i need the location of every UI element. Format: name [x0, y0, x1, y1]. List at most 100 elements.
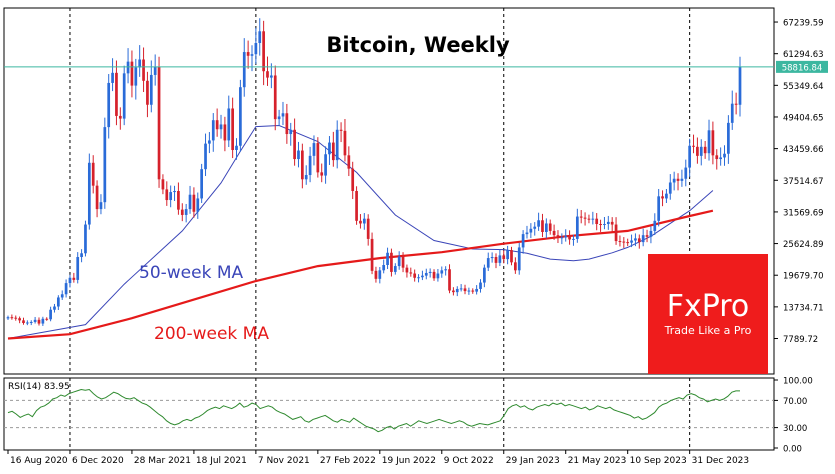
candle-body-down	[370, 238, 374, 271]
candle-body-down	[18, 318, 21, 321]
time-tick-label: 16 Aug 2020	[10, 456, 68, 466]
candle-body-down	[692, 145, 695, 147]
candle-body-down	[72, 277, 76, 280]
candle-body-down	[14, 317, 18, 319]
candle-body-up	[719, 157, 722, 160]
candle-body-up	[738, 66, 742, 105]
candle-body-down	[696, 146, 699, 156]
candle-body-down	[293, 129, 296, 160]
candle-body-down	[351, 168, 355, 191]
candle-body-down	[146, 80, 149, 105]
time-tick-label: 28 Mar 2021	[134, 456, 191, 466]
candle-body-down	[45, 318, 49, 320]
candle-body-up	[56, 297, 60, 307]
time-tick-label: 18 Jul 2021	[196, 456, 247, 466]
candle-body-down	[231, 108, 234, 151]
candle-body-down	[374, 270, 378, 279]
candle-body-down	[215, 120, 219, 130]
candle-body-up	[475, 288, 478, 292]
candle-body-up	[649, 230, 653, 237]
candle-body-up	[60, 294, 64, 298]
candle-body-down	[514, 262, 517, 271]
current-price-box	[776, 60, 828, 73]
candle-body-down	[285, 113, 289, 135]
candle-body-up	[304, 175, 308, 180]
candle-body-down	[448, 269, 451, 291]
candle-body-up	[440, 270, 444, 274]
candle-body-up	[250, 54, 254, 56]
candle-body-down	[331, 142, 335, 161]
candle-body-down	[583, 217, 587, 219]
candle-body-up	[428, 271, 432, 273]
candle-body-down	[37, 319, 41, 324]
candle-body-up	[529, 228, 533, 233]
candle-body-up	[680, 178, 684, 181]
candle-body-up	[483, 267, 486, 283]
candle-body-up	[242, 52, 246, 88]
candle-body-up	[653, 220, 657, 231]
candle-body-up	[169, 192, 173, 201]
candle-body-up	[397, 256, 401, 267]
candle-body-up	[239, 87, 242, 146]
candle-body-up	[76, 257, 80, 280]
candle-body-up	[87, 162, 91, 225]
candle-body-up	[672, 178, 676, 183]
candle-body-up	[281, 113, 285, 117]
candle-body-down	[618, 241, 622, 243]
fxpro-brand-text: FxPro	[667, 289, 750, 324]
candle-body-up	[277, 116, 281, 120]
candle-body-up	[382, 264, 386, 271]
candle-body-down	[599, 224, 602, 226]
time-tick-label: 6 Dec 2020	[72, 456, 124, 466]
candle-body-up	[312, 143, 316, 156]
candle-body-up	[533, 226, 537, 229]
candle-body-up	[254, 43, 258, 55]
candle-body-up	[665, 193, 668, 199]
candle-body-up	[564, 235, 568, 238]
annotation-50-week-ma: 50-week MA	[139, 263, 244, 283]
rsi-indicator: 100.00 70.00 30.00 0.00	[4, 377, 813, 455]
time-tick-label: 31 Dec 2023	[692, 456, 750, 466]
candle-body-up	[270, 75, 273, 78]
candle-body-up	[33, 319, 37, 322]
candle-body-up	[84, 224, 87, 254]
candle-body-up	[436, 273, 440, 279]
candle-body-up	[111, 72, 114, 83]
candle-body-down	[366, 218, 370, 239]
candle-body-up	[668, 182, 672, 194]
fxpro-logo: FxPro Trade Like a Pro	[648, 254, 768, 374]
candle-body-down	[676, 178, 680, 181]
candle-body-down	[359, 220, 362, 224]
price-tick-label: 19679.70	[783, 272, 824, 282]
candle-body-up	[727, 122, 730, 154]
candle-body-up	[335, 129, 339, 161]
price-tick-label: 13734.71	[783, 303, 824, 313]
period-separators	[69, 8, 691, 450]
candle-body-up	[211, 120, 215, 141]
rsi-tick-label: 0.00	[783, 445, 802, 455]
candle-body-up	[630, 240, 633, 243]
candle-body-down	[177, 191, 180, 210]
rsi-tick-label: 100.00	[783, 377, 813, 387]
annotation-200-week-ma: 200-week MA	[154, 324, 269, 344]
candle-body-down	[142, 59, 145, 81]
candle-body-down	[95, 185, 99, 210]
candle-body-down	[273, 75, 277, 120]
candle-body-up	[730, 103, 734, 123]
rsi-tick-label: 30.00	[783, 424, 807, 434]
candle-body-up	[699, 146, 703, 156]
candle-body-down	[115, 72, 118, 116]
candle-body-down	[614, 224, 618, 242]
candle-body-down	[502, 255, 506, 260]
candle-body-up	[122, 73, 126, 119]
fxpro-slogan-text: Trade Like a Pro	[664, 324, 752, 337]
rsi-line	[7, 388, 740, 433]
price-tick-label: 61294.63	[783, 50, 824, 60]
candle-body-down	[703, 146, 707, 154]
current-price-label: 58816.84	[782, 63, 823, 73]
candle-body-down	[10, 317, 14, 319]
candle-body-down	[192, 194, 196, 212]
candle-body-down	[223, 124, 227, 141]
candle-body-up	[498, 255, 502, 263]
